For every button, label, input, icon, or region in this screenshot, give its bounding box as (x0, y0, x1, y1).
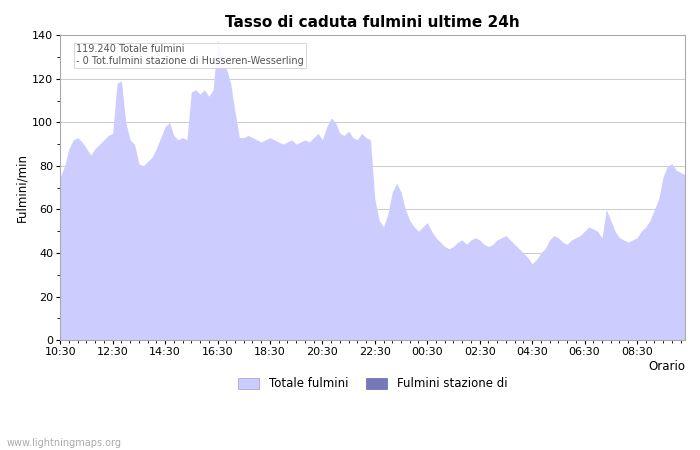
Y-axis label: Fulmini/min: Fulmini/min (15, 153, 28, 222)
Text: 119.240 Totale fulmini
- 0 Tot.fulmini stazione di Husseren-Wesserling: 119.240 Totale fulmini - 0 Tot.fulmini s… (76, 45, 304, 66)
Legend: Totale fulmini, Fulmini stazione di: Totale fulmini, Fulmini stazione di (233, 373, 512, 395)
Title: Tasso di caduta fulmini ultime 24h: Tasso di caduta fulmini ultime 24h (225, 15, 520, 30)
X-axis label: Orario: Orario (648, 360, 685, 373)
Text: www.lightningmaps.org: www.lightningmaps.org (7, 438, 122, 448)
